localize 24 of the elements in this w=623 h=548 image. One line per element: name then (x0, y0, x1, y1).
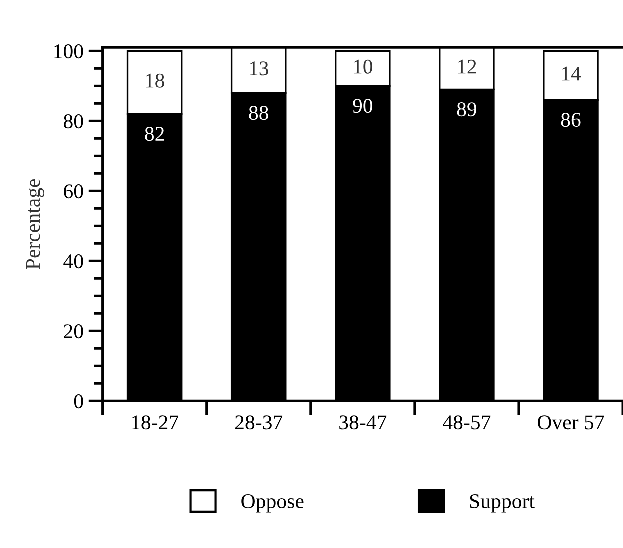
y-tick-label: 80 (64, 114, 84, 129)
x-tick-label: Over 57 (538, 416, 604, 430)
data-label: 12 (458, 60, 476, 74)
data-label: 14 (562, 66, 582, 81)
data-label: 82 (145, 127, 164, 142)
data-label: 18 (146, 74, 164, 88)
data-label: 10 (354, 60, 373, 74)
y-tick-label: 0 (74, 394, 84, 409)
x-tick-label: 48-57 (443, 416, 491, 430)
y-tick-label: 60 (64, 184, 84, 199)
data-label: 89 (457, 102, 476, 117)
x-tick-label: 28-37 (235, 416, 283, 430)
legend-label: Oppose (242, 494, 304, 513)
data-label: 13 (250, 62, 268, 76)
y-axis-title: Percentage (26, 179, 44, 270)
x-tick-label: 38-47 (340, 416, 387, 430)
y-tick-label: 40 (64, 254, 84, 269)
data-label: 86 (561, 113, 581, 128)
legend-label: Support (470, 494, 535, 513)
data-label: 88 (249, 106, 268, 120)
y-tick-label: 100 (54, 44, 84, 59)
y-tick-label: 20 (64, 324, 84, 339)
data-label: 90 (353, 99, 373, 114)
x-tick-label: 18-27 (132, 416, 179, 430)
